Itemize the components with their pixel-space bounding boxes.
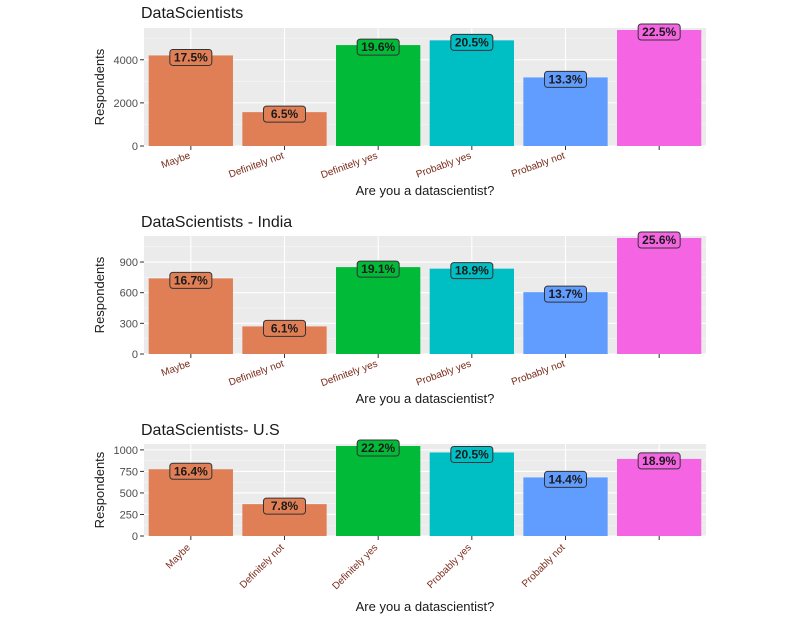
chart-panel-1: 0 2000 4000 17.5% Maybe 6.5% Definitely not 19.… bbox=[92, 5, 706, 198]
x-axis-label: Are you a datascientist? bbox=[356, 599, 495, 614]
y-tick-label: 4000 bbox=[114, 55, 138, 67]
x-tick-label: Definitely yes bbox=[330, 542, 380, 592]
chart-title: DataScientists - India bbox=[141, 214, 292, 231]
data-label-box bbox=[637, 231, 681, 249]
bar-blank bbox=[617, 458, 702, 536]
y-tick-label: 750 bbox=[120, 466, 138, 478]
bar-definitely-yes bbox=[336, 267, 421, 354]
y-tick-label: 0 bbox=[132, 141, 138, 153]
data-label: 13.7% bbox=[548, 287, 582, 301]
data-label-box bbox=[450, 33, 494, 51]
bar-maybe bbox=[148, 469, 233, 536]
y-axis-label: Respondents bbox=[92, 451, 107, 528]
data-label: 6.5% bbox=[271, 107, 299, 121]
bar-blank bbox=[617, 238, 702, 354]
data-label-box bbox=[263, 497, 306, 515]
y-tick-label: 1000 bbox=[114, 445, 138, 457]
data-label: 18.9% bbox=[642, 454, 676, 468]
x-tick-label: Probably not bbox=[510, 150, 567, 180]
bar-blank bbox=[617, 30, 702, 146]
data-label-box bbox=[544, 70, 587, 88]
y-tick-label: 0 bbox=[132, 349, 138, 361]
x-tick-label: Probably yes bbox=[415, 358, 473, 388]
x-axis-label: Are you a datascientist? bbox=[356, 183, 495, 198]
data-label: 17.5% bbox=[174, 50, 208, 64]
data-label-box bbox=[637, 452, 681, 470]
data-label: 14.4% bbox=[548, 472, 582, 486]
chart-title: DataScientists- U.S bbox=[141, 422, 280, 439]
panel-background bbox=[144, 28, 706, 146]
bar-definitely-yes bbox=[336, 446, 421, 536]
panel-background bbox=[144, 236, 706, 354]
data-label-box bbox=[544, 470, 587, 488]
x-tick-label: Definitely not bbox=[227, 358, 285, 388]
data-label: 13.3% bbox=[548, 72, 582, 86]
data-label: 20.5% bbox=[455, 447, 489, 461]
x-tick-label: Probably yes bbox=[425, 542, 474, 591]
bar-probably-not bbox=[523, 77, 608, 146]
data-label-box bbox=[544, 285, 587, 303]
data-label: 20.5% bbox=[455, 35, 489, 49]
data-label: 22.5% bbox=[642, 25, 676, 39]
y-axis-label: Respondents bbox=[92, 48, 107, 125]
y-tick-label: 900 bbox=[120, 257, 138, 269]
x-tick-label: Maybe bbox=[164, 542, 193, 571]
x-tick-label: Definitely yes bbox=[320, 358, 380, 389]
x-tick-label: Probably not bbox=[520, 542, 568, 590]
data-label-box bbox=[169, 462, 213, 480]
chart-title: DataScientists bbox=[141, 5, 243, 22]
data-label: 6.1% bbox=[271, 321, 299, 335]
bar-probably-yes bbox=[429, 452, 514, 536]
x-axis-label: Are you a datascientist? bbox=[356, 391, 495, 406]
data-label-box bbox=[450, 445, 494, 463]
data-label-box bbox=[356, 439, 400, 457]
data-label-box bbox=[169, 271, 213, 289]
bar-maybe bbox=[148, 55, 233, 146]
chart-panel-3: 0 250 500 750 1000 16.4% Maybe 7.8% Definitely n… bbox=[92, 422, 706, 614]
x-tick-label: Maybe bbox=[160, 358, 192, 379]
data-label: 16.4% bbox=[174, 464, 208, 478]
data-label: 16.7% bbox=[174, 273, 208, 287]
y-tick-label: 600 bbox=[120, 288, 138, 300]
data-label-box bbox=[263, 319, 306, 337]
bar-probably-yes bbox=[429, 40, 514, 146]
x-tick-label: Definitely not bbox=[227, 150, 285, 180]
chart-panel-2: 0 300 600 900 16.7% Maybe 6.1% Definitely not 19… bbox=[92, 214, 706, 406]
data-label-box bbox=[450, 262, 494, 280]
x-tick-label: Probably not bbox=[510, 358, 567, 388]
y-axis-label: Respondents bbox=[92, 256, 107, 333]
data-label: 19.1% bbox=[361, 262, 395, 276]
data-label: 19.6% bbox=[361, 40, 395, 54]
y-tick-label: 2000 bbox=[114, 98, 138, 110]
x-tick-label: Definitely yes bbox=[320, 150, 380, 181]
data-label-box bbox=[169, 48, 213, 66]
bar-probably-yes bbox=[429, 268, 514, 354]
panel-background bbox=[144, 444, 706, 536]
data-label-box bbox=[356, 38, 400, 56]
bar-definitely-yes bbox=[336, 45, 421, 146]
data-label-box bbox=[637, 23, 681, 41]
data-label: 22.2% bbox=[361, 441, 395, 455]
x-tick-label: Maybe bbox=[160, 150, 192, 171]
data-label: 18.9% bbox=[455, 264, 489, 278]
y-tick-label: 300 bbox=[120, 318, 138, 330]
data-label-box bbox=[356, 260, 400, 278]
y-tick-label: 0 bbox=[132, 531, 138, 543]
y-tick-label: 250 bbox=[120, 509, 138, 521]
bar-maybe bbox=[148, 278, 233, 354]
data-label: 7.8% bbox=[271, 499, 299, 513]
data-label-box bbox=[263, 105, 306, 123]
y-tick-label: 500 bbox=[120, 488, 138, 500]
data-label: 25.6% bbox=[642, 233, 676, 247]
x-tick-label: Probably yes bbox=[415, 150, 473, 180]
x-tick-label: Definitely not bbox=[238, 542, 287, 591]
